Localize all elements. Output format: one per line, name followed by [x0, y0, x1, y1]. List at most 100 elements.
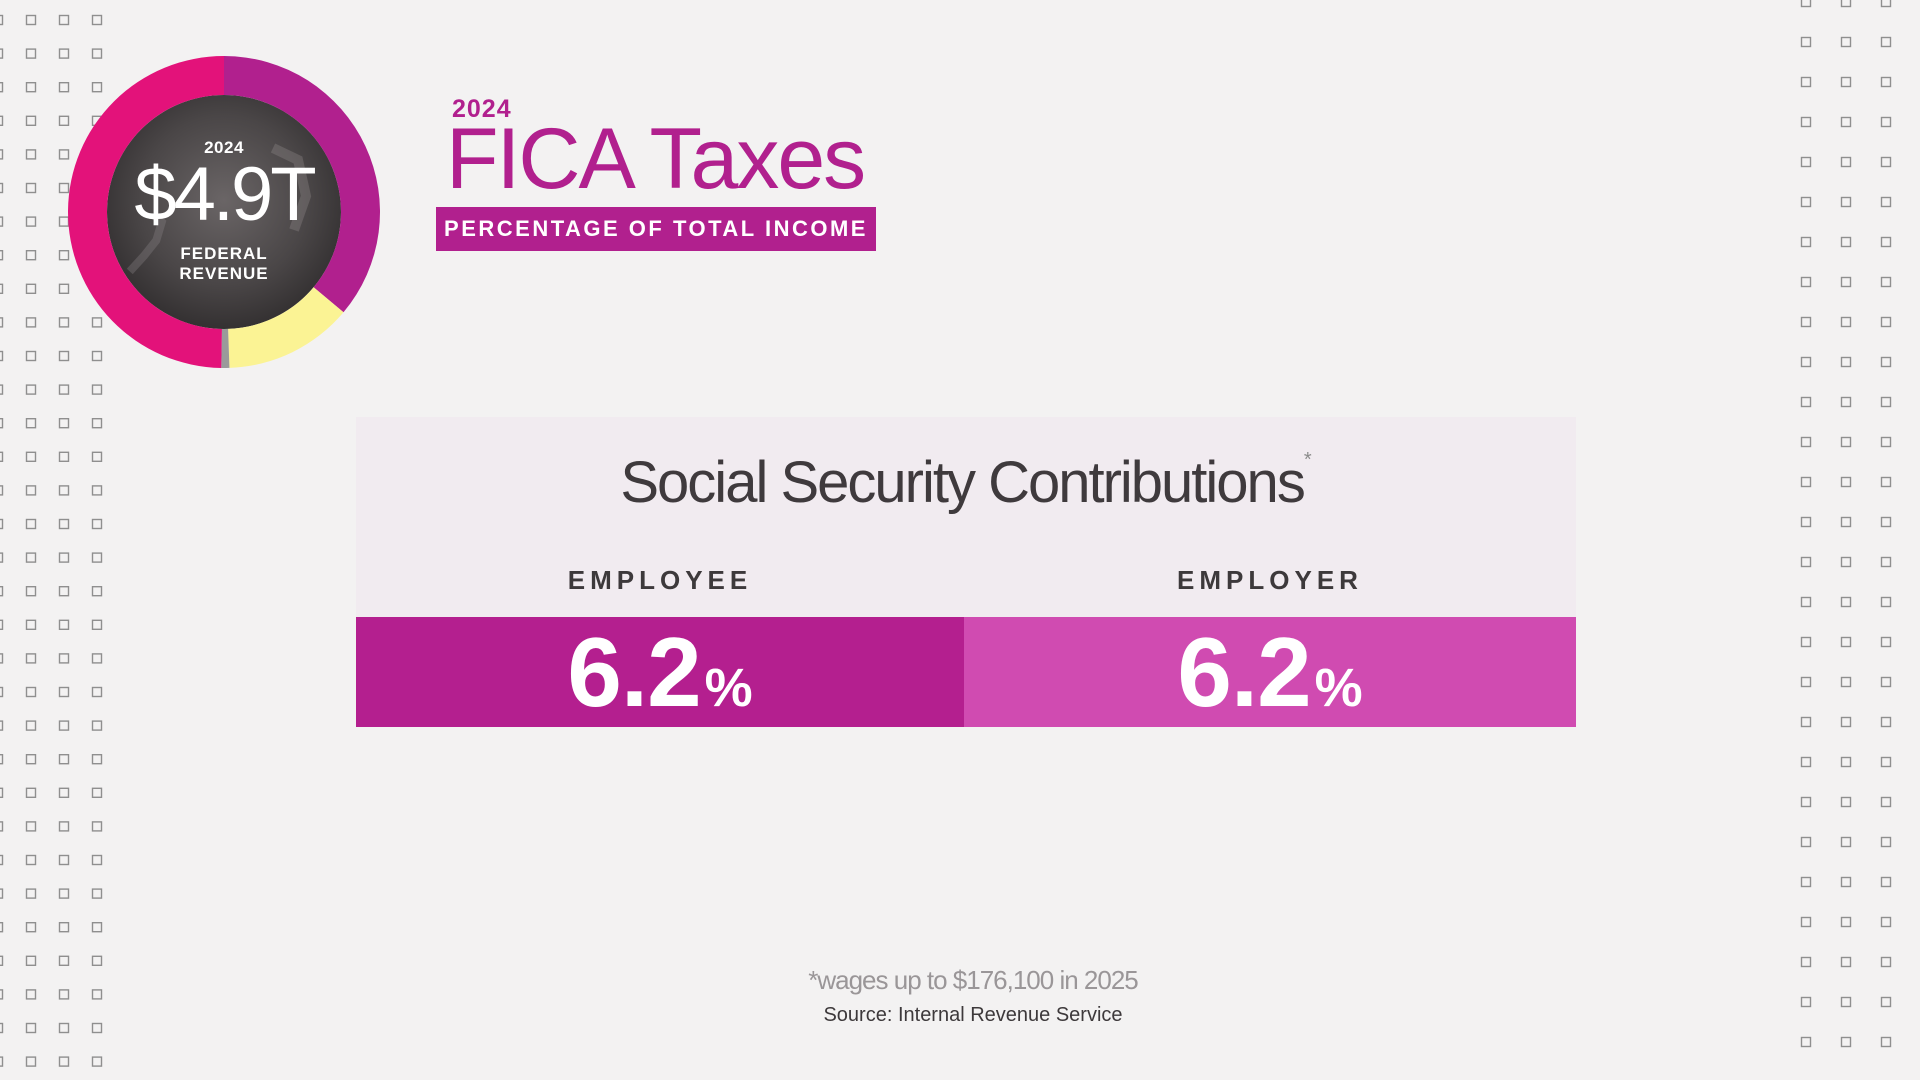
- decorative-dot: [58, 854, 70, 866]
- decorative-dot-grid-right: [1800, 0, 1892, 1048]
- decorative-dot: [1840, 196, 1852, 208]
- decorative-dot: [1800, 356, 1812, 368]
- decorative-dot: [1880, 916, 1892, 928]
- title-year: 2024: [452, 95, 512, 123]
- decorative-dot: [91, 720, 103, 731]
- decorative-dot: [1800, 876, 1812, 888]
- decorative-dot: [25, 14, 37, 26]
- decorative-dot: [25, 149, 37, 160]
- decorative-dot: [1880, 36, 1892, 48]
- employee-rate-value: 6.2: [567, 617, 701, 727]
- decorative-dot: [1880, 556, 1892, 568]
- decorative-dot: [58, 888, 70, 899]
- decorative-dot: [0, 350, 4, 362]
- social-security-panel: Social Security Contributions* EMPLOYEE …: [356, 417, 1576, 727]
- employee-rate-bar: 6.2%: [356, 617, 964, 727]
- decorative-dot: [58, 384, 70, 395]
- decorative-dot: [1840, 476, 1852, 488]
- decorative-dot: [58, 720, 70, 731]
- decorative-dot: [1880, 396, 1892, 408]
- decorative-dot: [58, 14, 70, 26]
- decorative-dot: [25, 754, 37, 765]
- decorative-dot: [1880, 276, 1892, 288]
- decorative-dot: [91, 552, 103, 563]
- decorative-dot: [25, 686, 37, 698]
- decorative-dot: [58, 283, 70, 294]
- decorative-dot: [1840, 596, 1852, 608]
- decorative-dot: [1840, 316, 1852, 328]
- decorative-dot: [0, 720, 4, 731]
- decorative-dot: [58, 586, 70, 597]
- decorative-dot: [1800, 36, 1812, 48]
- decorative-dot: [1800, 1036, 1812, 1048]
- decorative-dot: [1800, 756, 1812, 768]
- decorative-dot: [1800, 556, 1812, 568]
- decorative-dot: [25, 720, 37, 731]
- decorative-dot: [58, 1056, 70, 1067]
- decorative-dot: [1840, 156, 1852, 168]
- decorative-dot: [1840, 956, 1852, 968]
- decorative-dot: [91, 888, 103, 899]
- decorative-dot: [91, 821, 103, 832]
- decorative-dot: [1880, 156, 1892, 168]
- decorative-dot: [58, 451, 70, 462]
- decorative-dot: [1800, 956, 1812, 968]
- decorative-dot: [25, 653, 37, 664]
- decorative-dot: [1880, 116, 1892, 128]
- decorative-dot: [1800, 636, 1812, 648]
- decorative-dot: [58, 518, 70, 530]
- decorative-dot: [58, 955, 70, 966]
- decorative-dot: [1840, 236, 1852, 248]
- decorative-dot: [0, 48, 4, 59]
- decorative-dot: [91, 418, 103, 429]
- decorative-dot: [1840, 396, 1852, 408]
- decorative-dot: [58, 787, 70, 798]
- decorative-dot: [91, 317, 103, 328]
- decorative-dot: [0, 586, 4, 597]
- decorative-dot: [0, 686, 4, 698]
- decorative-dot: [25, 384, 37, 395]
- decorative-dot: [1840, 276, 1852, 288]
- employee-label: EMPLOYEE: [567, 565, 753, 595]
- decorative-dot: [25, 48, 37, 59]
- decorative-dot: [1880, 876, 1892, 888]
- decorative-dot: [0, 619, 4, 630]
- decorative-dot: [25, 518, 37, 530]
- decorative-dot: [0, 249, 4, 261]
- decorative-dot: [0, 821, 4, 832]
- decorative-dot: [1880, 756, 1892, 768]
- decorative-dot: [1800, 316, 1812, 328]
- decorative-dot: [0, 115, 4, 127]
- decorative-dot: [1840, 756, 1852, 768]
- employer-rate-bar: 6.2%: [964, 617, 1576, 727]
- decorative-dot: [58, 619, 70, 630]
- decorative-dot: [58, 418, 70, 429]
- decorative-dot: [1880, 516, 1892, 528]
- decorative-dot: [58, 485, 70, 496]
- decorative-dot: [0, 1056, 4, 1067]
- decorative-dot: [58, 922, 70, 933]
- employer-rate-unit: %: [1314, 658, 1363, 718]
- decorative-dot: [1840, 916, 1852, 928]
- decorative-dot: [1880, 236, 1892, 248]
- decorative-dot: [1800, 236, 1812, 248]
- decorative-dot: [0, 754, 4, 765]
- employer-label: EMPLOYER: [1177, 565, 1363, 595]
- donut-center-photo: [107, 95, 341, 329]
- decorative-dot: [0, 518, 4, 530]
- decorative-dot: [1840, 356, 1852, 368]
- decorative-dot: [1880, 636, 1892, 648]
- decorative-dot: [1840, 516, 1852, 528]
- decorative-dot: [1800, 156, 1812, 168]
- decorative-dot: [91, 518, 103, 530]
- decorative-dot: [1880, 356, 1892, 368]
- decorative-dot: [1800, 0, 1812, 8]
- decorative-dot: [25, 81, 37, 93]
- decorative-dot: [58, 686, 70, 698]
- decorative-dot: [58, 754, 70, 765]
- decorative-dot: [25, 787, 37, 798]
- decorative-dot: [1880, 996, 1892, 1008]
- decorative-dot: [1840, 116, 1852, 128]
- decorative-dot: [25, 1022, 37, 1034]
- decorative-dot: [25, 283, 37, 294]
